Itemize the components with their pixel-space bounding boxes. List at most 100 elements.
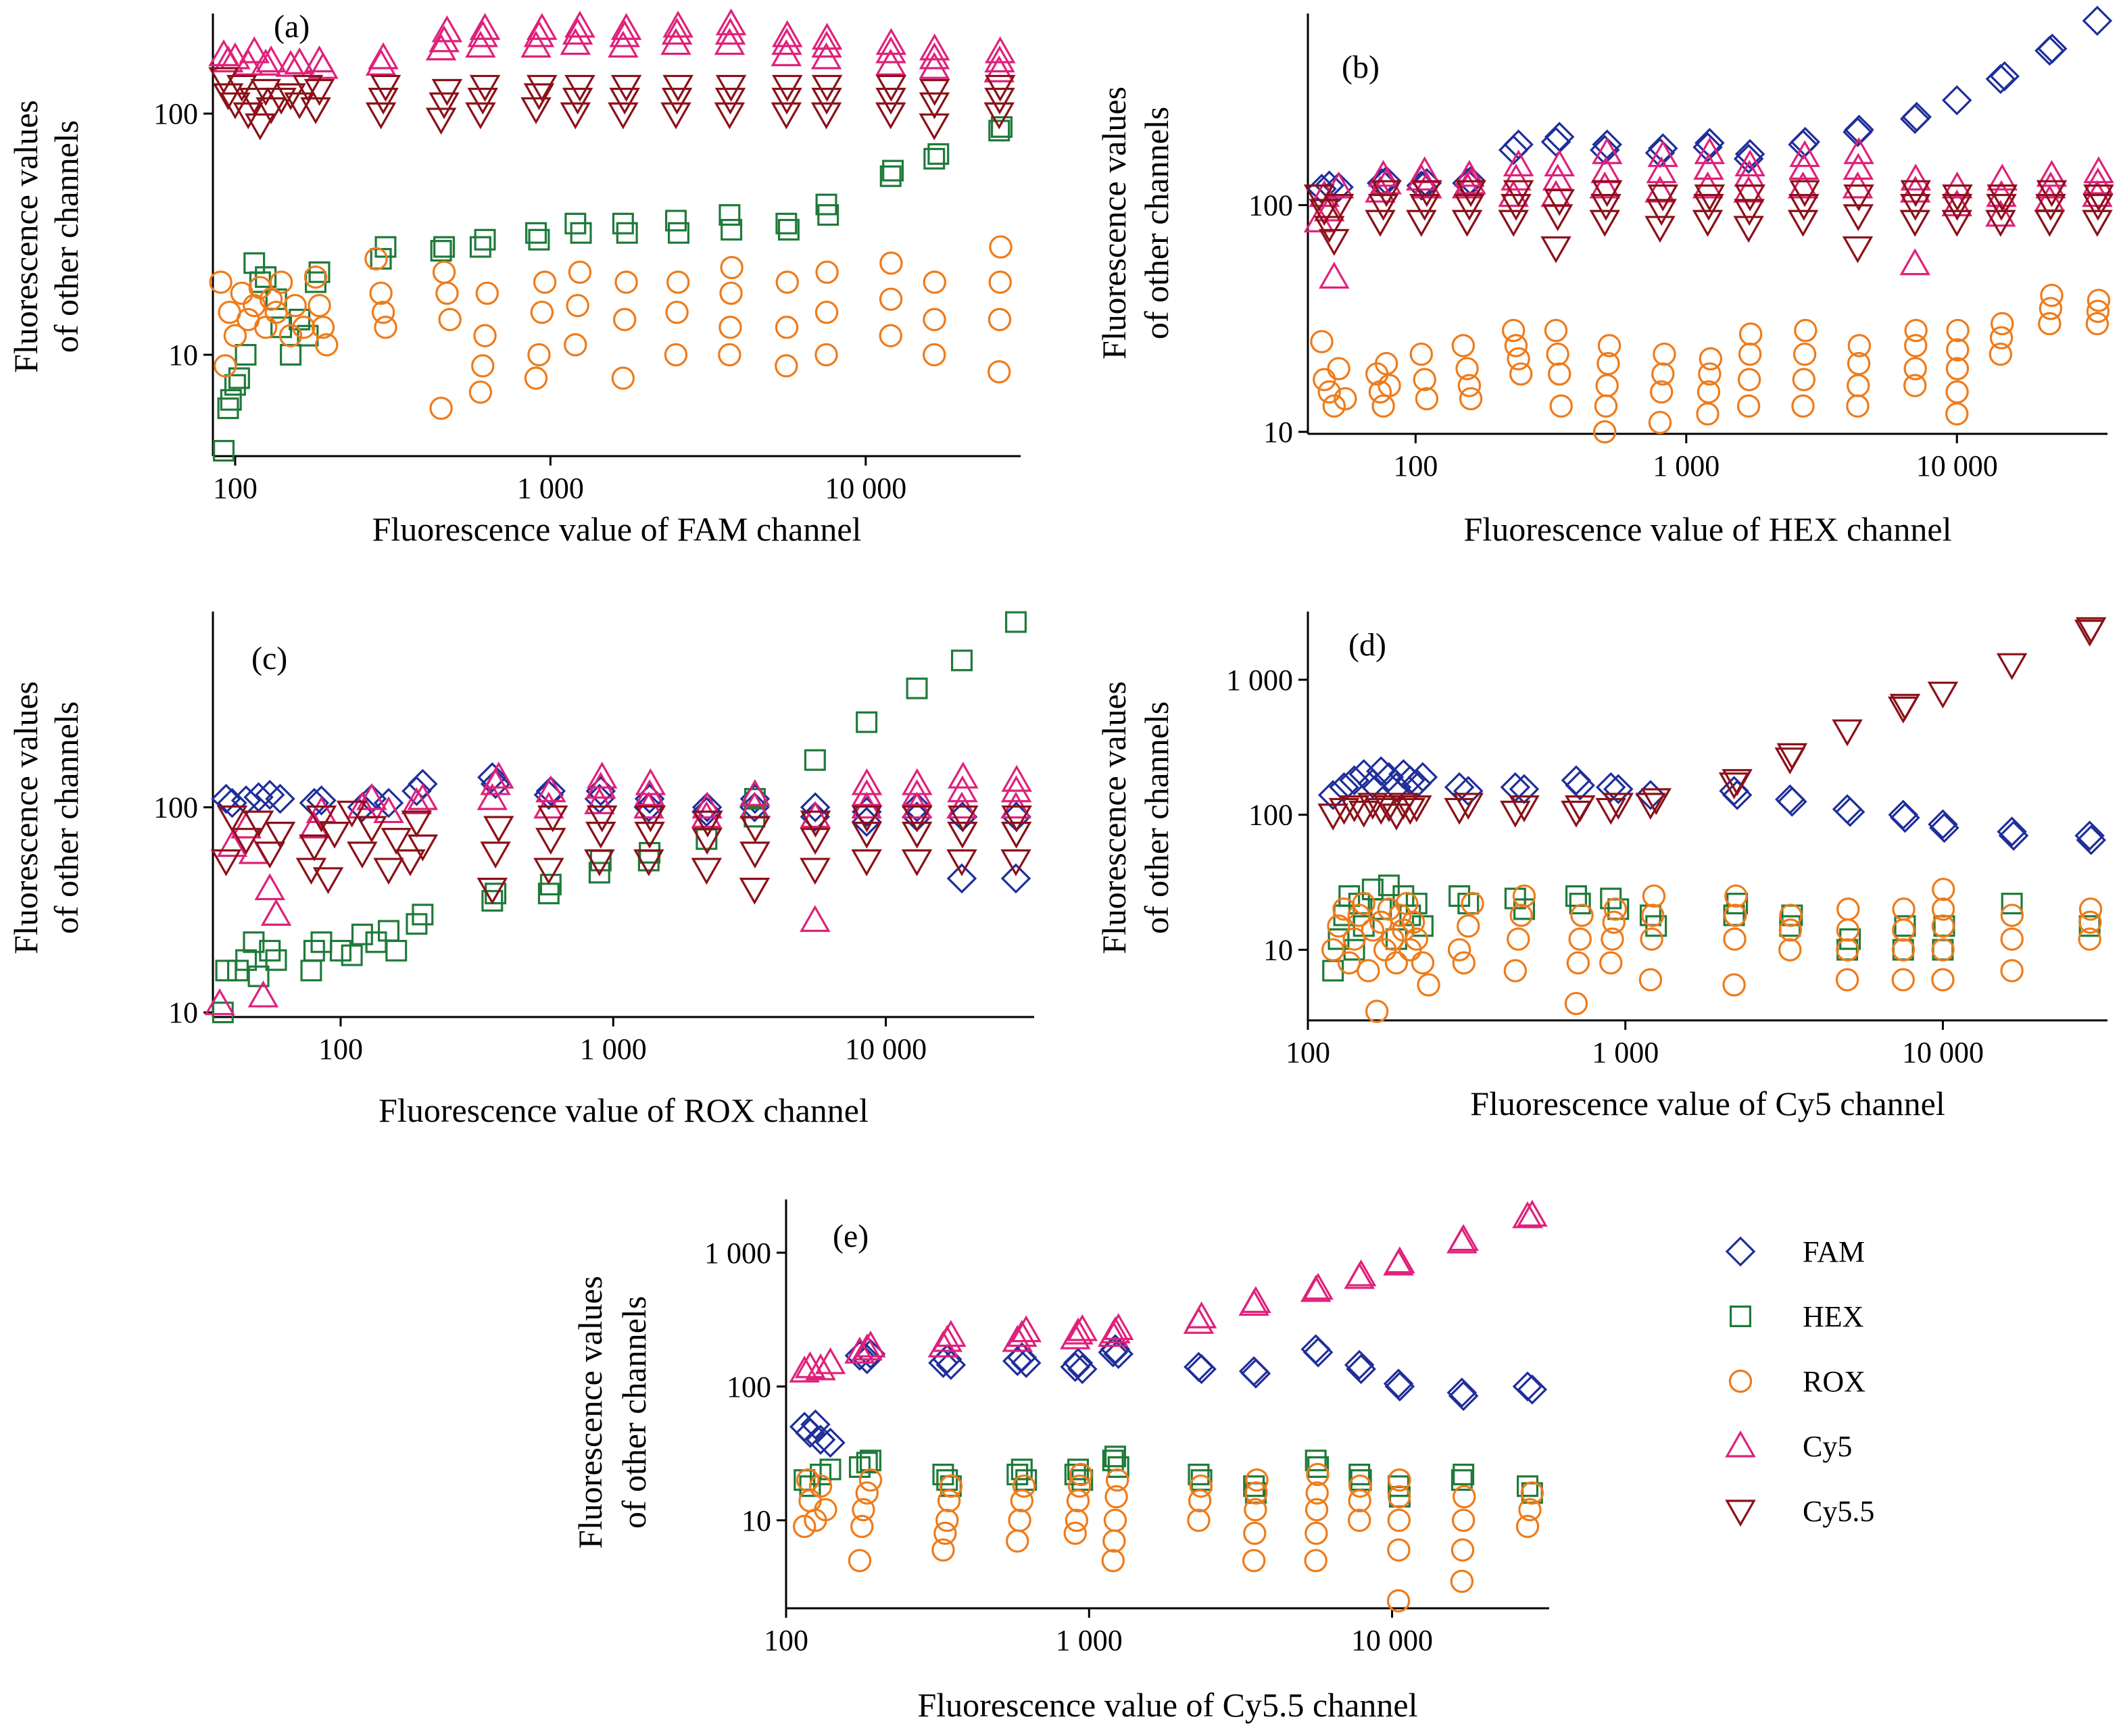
data-point (935, 1320, 967, 1347)
data-point (1102, 1529, 1126, 1553)
data-point (739, 841, 771, 869)
data-point (220, 92, 251, 120)
data-point (356, 816, 387, 843)
data-point (875, 36, 906, 64)
data-point (1843, 153, 1874, 180)
data-point (1946, 338, 1970, 362)
data-point (1653, 342, 1676, 366)
data-point (1309, 199, 1340, 226)
chart-panel-a: 100 1 000 10 000 10 100 (a) Fluorescence value… (7, 8, 1021, 548)
data-point (772, 20, 803, 47)
data-point (253, 316, 278, 339)
data-point (1453, 776, 1484, 806)
data-point (370, 74, 401, 102)
data-point (1593, 420, 1617, 444)
data-point (2074, 820, 2105, 851)
data-point (1334, 387, 1357, 411)
data-point (438, 307, 462, 332)
data-point (1313, 194, 1345, 222)
data-point (477, 877, 508, 905)
series-cy5 (208, 8, 1016, 82)
x-tick-label: 1 000 (1592, 1036, 1659, 1069)
data-point (814, 300, 839, 324)
data-point (983, 102, 1015, 130)
data-point (1890, 802, 1920, 833)
data-point (1595, 374, 1619, 397)
data-point (852, 1497, 875, 1522)
data-point (1595, 797, 1626, 825)
data-point (1000, 822, 1032, 849)
y-tick-label: 100 (153, 791, 198, 824)
data-point (1459, 387, 1483, 411)
data-point (1941, 85, 1972, 116)
data-point (1942, 184, 1973, 212)
data-point (1244, 1481, 1268, 1505)
data-point (475, 281, 499, 305)
data-point (1409, 193, 1440, 221)
data-point (1365, 175, 1396, 203)
data-point (1597, 334, 1622, 357)
series-cy5-5 (210, 800, 1032, 905)
data-point (1394, 797, 1426, 825)
data-point (923, 270, 946, 294)
data-point (1596, 351, 1620, 376)
x-tick-label: 100 (318, 1033, 363, 1066)
data-point (1388, 793, 1419, 820)
data-point (610, 74, 642, 102)
data-point (1644, 216, 1676, 243)
data-point (1365, 756, 1396, 787)
data-point (919, 51, 950, 79)
data-point (1319, 228, 1350, 256)
data-point (254, 873, 286, 901)
data-point (667, 222, 689, 244)
data-point (527, 74, 558, 102)
data-point (1347, 903, 1371, 927)
data-point (1903, 357, 1927, 380)
data-point (365, 102, 397, 130)
data-point (1105, 1468, 1129, 1492)
data-point (260, 899, 292, 926)
data-point (303, 939, 325, 962)
data-point (373, 796, 404, 824)
data-point (1565, 770, 1595, 801)
x-tick-label: 10 000 (1351, 1624, 1433, 1657)
data-point (811, 87, 842, 115)
data-point (1374, 351, 1398, 376)
data-point (1733, 216, 1764, 243)
data-point (1724, 884, 1748, 908)
data-point (368, 42, 399, 70)
data-point (991, 116, 1013, 138)
data-point (1305, 1521, 1328, 1545)
data-point (1348, 1489, 1371, 1513)
data-point (1603, 774, 1634, 804)
data-point (407, 783, 439, 810)
data-point (923, 343, 946, 367)
data-point (585, 772, 616, 799)
data-point (295, 858, 327, 885)
data-point (1518, 1497, 1542, 1522)
x-axis-label: Fluorescence value of ROX channel (379, 1091, 869, 1129)
data-point (1649, 380, 1674, 404)
data-point (1520, 1481, 1544, 1505)
data-point (1564, 795, 1596, 822)
data-point (1063, 1347, 1094, 1379)
data-point (2040, 283, 2064, 307)
data-point (1346, 1354, 1376, 1385)
data-point (1591, 137, 1623, 164)
data-point (817, 204, 839, 226)
data-point (1004, 611, 1027, 633)
data-point (1357, 793, 1388, 820)
data-point (1006, 1320, 1038, 1347)
data-point (377, 920, 399, 942)
chart-panel-d: 100 1 000 10 000 10 100 1 000 (d) Fluorescence … (1095, 612, 2107, 1122)
data-point (1453, 1485, 1476, 1509)
data-point (1517, 1475, 1539, 1497)
data-point (412, 903, 434, 926)
data-point (947, 822, 978, 849)
panel-label: (c) (251, 641, 287, 676)
data-point (299, 811, 330, 839)
data-point (1186, 1301, 1217, 1329)
data-point (1844, 114, 1874, 145)
data-point (808, 1474, 833, 1498)
x-tick-label: 1 000 (580, 1033, 647, 1066)
